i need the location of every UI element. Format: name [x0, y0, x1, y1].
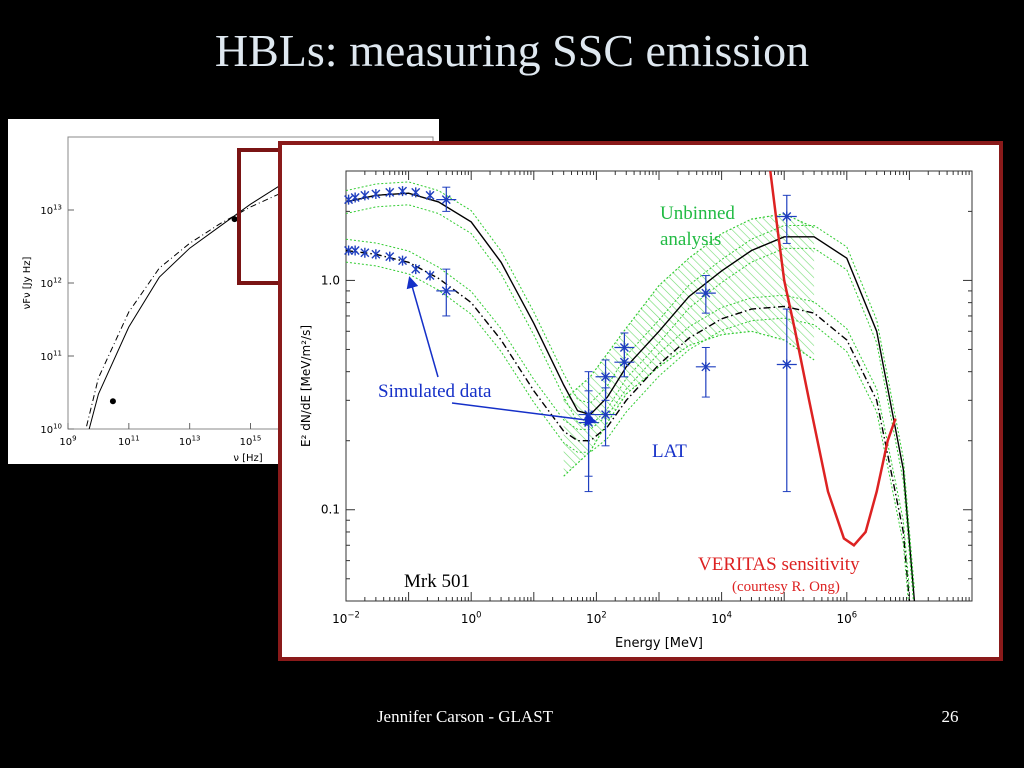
data-point	[601, 371, 611, 382]
band-lower-edge	[563, 330, 815, 477]
data-point	[782, 211, 792, 222]
y-tick-label: 1.0	[321, 273, 340, 287]
unbinned-label-line2: analysis	[660, 229, 721, 250]
sed-x-axis-label: ν [Hz]	[233, 453, 262, 464]
sed-data-point	[231, 216, 238, 223]
veritas-credit: (courtesy R. Ong)	[732, 579, 840, 595]
sed-y-axis-label: νFν [Jy Hz]	[22, 257, 33, 310]
band-upper-edge	[563, 213, 815, 401]
data-point	[411, 264, 421, 275]
footer-author: Jennifer Carson - GLAST	[376, 707, 554, 726]
x-tick-label: 100	[461, 610, 482, 626]
series-envelope	[346, 238, 910, 590]
x-axis-label: Energy [MeV]	[615, 636, 703, 651]
data-point	[371, 189, 381, 200]
source-label: Mrk 501	[404, 571, 470, 592]
data-point	[350, 192, 360, 203]
y-tick-label: 0.1	[321, 503, 340, 517]
data-point	[411, 187, 421, 198]
x-tick-label: 102	[586, 610, 607, 626]
series-line	[769, 171, 897, 547]
data-point	[360, 247, 370, 258]
sed-y-tick-label: 1013	[40, 204, 62, 218]
data-point	[701, 361, 711, 372]
series-envelope	[346, 204, 914, 601]
data-point	[360, 190, 370, 201]
sed-series-line	[85, 183, 433, 429]
confidence-band	[563, 213, 815, 477]
sed-y-tick-label: 1010	[40, 423, 62, 437]
x-tick-label: 10−2	[332, 610, 360, 626]
data-point	[344, 194, 354, 205]
sed-x-tick-label: 1011	[118, 435, 140, 449]
lat-label: LAT	[652, 441, 687, 462]
slide-title: HBLs: measuring SSC emission	[214, 25, 810, 76]
data-point	[425, 270, 435, 281]
x-tick-label: 106	[836, 610, 857, 626]
y-axis-label: E² dN/dE [MeV/m²/s]	[299, 325, 313, 447]
series-envelope	[346, 181, 915, 590]
series-line	[346, 249, 911, 601]
data-point	[344, 245, 354, 256]
veritas-label: VERITAS sensitivity	[698, 554, 860, 575]
sed-x-tick-label: 1013	[179, 435, 201, 449]
series-envelope	[346, 261, 909, 601]
data-point	[425, 190, 435, 201]
series-group	[346, 171, 916, 601]
sed-x-tick-label: 109	[59, 435, 76, 449]
data-point	[601, 409, 611, 420]
arrow-to-upper-points	[406, 276, 439, 378]
page-number: 26	[941, 707, 959, 726]
sed-data-point	[109, 398, 116, 405]
arrow-to-lat-points	[451, 402, 597, 426]
data-point	[385, 251, 395, 262]
spectrum-chart: 10−2 100 102 104 106 0.1 1.0 Energy [MeV] E² dN/…	[299, 170, 973, 651]
data-point	[782, 359, 792, 370]
sed-y-tick-label: 1012	[40, 277, 62, 291]
data-point	[441, 285, 451, 296]
simulated-data-label: Simulated data	[378, 381, 492, 402]
data-point	[441, 194, 451, 205]
data-point	[398, 255, 408, 266]
sed-y-tick-label: 1011	[40, 350, 62, 364]
x-tick-label: 104	[711, 610, 732, 626]
unbinned-label-line1: Unbinned	[660, 203, 735, 224]
data-point	[350, 245, 360, 256]
sed-x-tick-label: 1015	[240, 435, 262, 449]
data-point	[701, 288, 711, 299]
data-point	[398, 186, 408, 197]
main-chart-panel: 10−2 100 102 104 106 0.1 1.0 Energy [MeV] E² dN/…	[278, 141, 1003, 661]
data-point	[371, 249, 381, 260]
series-line	[346, 192, 916, 601]
data-point	[385, 187, 395, 198]
data-point	[619, 357, 629, 368]
